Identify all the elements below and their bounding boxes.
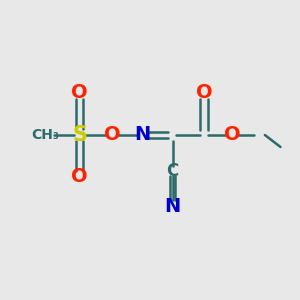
Text: CH₃: CH₃ (31, 128, 59, 142)
Text: O: O (71, 167, 88, 187)
Text: C: C (167, 162, 178, 180)
Text: N: N (134, 125, 151, 145)
Text: O: O (104, 125, 121, 145)
Text: O: O (224, 125, 241, 145)
Text: O: O (71, 83, 88, 103)
Text: O: O (196, 83, 212, 103)
Text: S: S (72, 125, 87, 145)
Text: N: N (164, 197, 181, 217)
